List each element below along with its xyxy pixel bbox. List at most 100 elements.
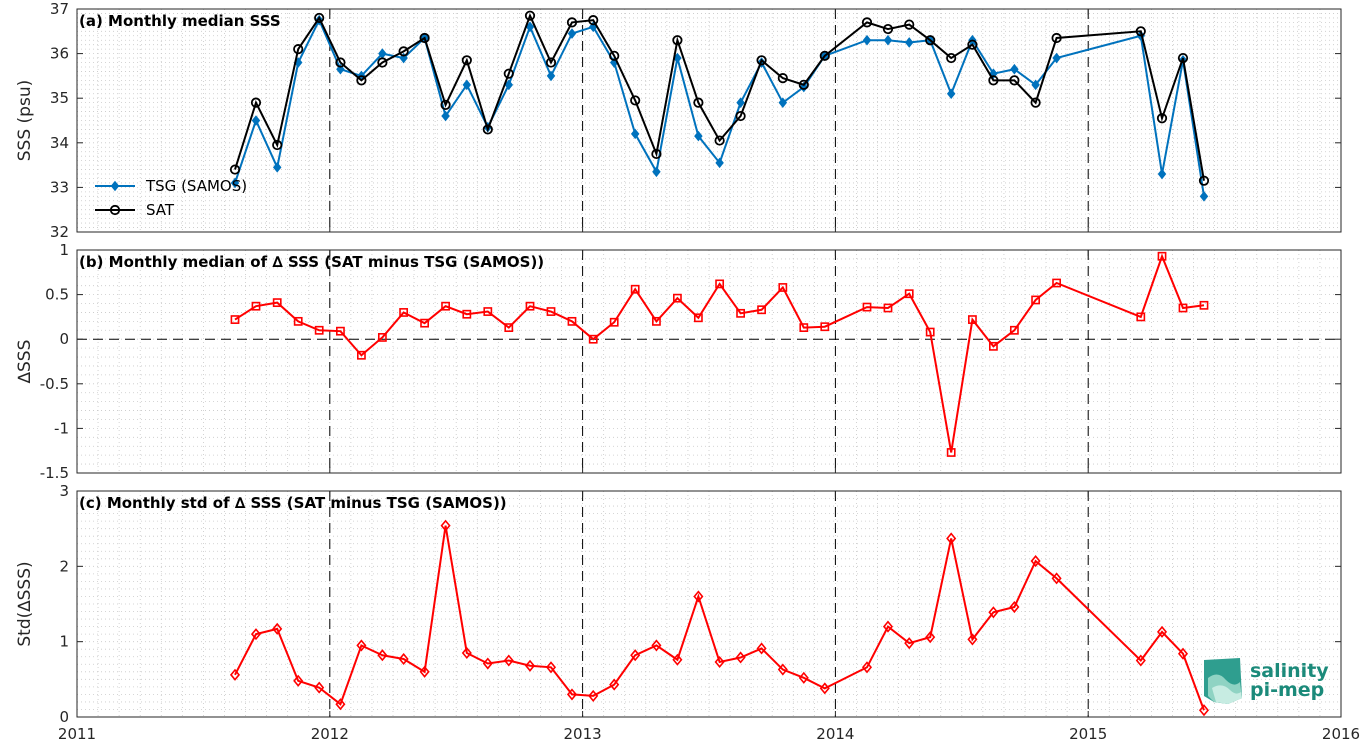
- data-point: [1136, 312, 1146, 322]
- data-point: [693, 590, 704, 603]
- series-line: [234, 17, 1205, 197]
- data-point: [272, 622, 283, 635]
- logo-text-line1: salinity: [1250, 660, 1329, 682]
- logo-text-line2: pi-mep: [1250, 679, 1324, 701]
- data-point: [545, 661, 557, 674]
- data-point: [756, 642, 767, 655]
- data-point: [250, 97, 262, 108]
- data-point: [798, 671, 809, 684]
- legend: TSG (SAMOS) SAT: [95, 177, 247, 219]
- data-point: [230, 177, 240, 189]
- data-point: [461, 646, 472, 660]
- data-point: [799, 323, 809, 333]
- data-point: [735, 110, 746, 122]
- x-tick-label: 2013: [564, 725, 602, 743]
- y-tick-label: 0.5: [45, 286, 69, 304]
- data-point: [988, 341, 998, 351]
- data-point: [946, 52, 957, 64]
- data-point: [693, 313, 703, 323]
- y-tick-label: 33: [50, 178, 69, 196]
- data-point: [482, 657, 493, 670]
- data-point: [693, 97, 704, 108]
- data-point: [525, 21, 535, 33]
- data-point: [988, 606, 999, 619]
- data-point: [925, 631, 936, 644]
- data-point: [1051, 32, 1062, 44]
- data-point: [651, 148, 662, 160]
- data-point: [904, 37, 914, 48]
- data-point: [1177, 52, 1189, 64]
- data-point: [1199, 300, 1209, 310]
- data-point: [566, 688, 578, 701]
- axes-box: [76, 8, 1342, 233]
- y-tick-label: 2: [59, 557, 69, 575]
- data-point: [1198, 704, 1210, 717]
- data-point: [715, 157, 724, 169]
- data-point: [356, 75, 367, 86]
- data-point: [694, 130, 703, 142]
- data-point: [314, 681, 325, 694]
- data-point: [524, 10, 536, 21]
- y-tick-label: 1: [59, 633, 69, 651]
- panel-c: 2011 2012 2013 2014 2015 2016 0 1 2 3 Std(∆SSS) (c)…: [15, 482, 1360, 743]
- data-point: [440, 99, 451, 110]
- data-point: [250, 628, 262, 641]
- data-point: [819, 50, 830, 61]
- data-point: [861, 17, 873, 28]
- y-axis-label: ∆SSS: [15, 340, 35, 385]
- data-point: [1177, 647, 1189, 660]
- y-tick-label: -1.5: [40, 464, 69, 482]
- data-point: [398, 46, 409, 57]
- data-point: [462, 79, 472, 91]
- panel-a: 32 33 34 35 36 37 SSS (psu) (a) Monthly median …: [15, 0, 1342, 241]
- x-tick-label: 2012: [311, 725, 349, 743]
- data-point: [652, 316, 661, 326]
- data-point: [1010, 63, 1019, 75]
- data-point: [715, 279, 725, 289]
- data-point: [736, 308, 745, 318]
- data-point: [482, 124, 493, 135]
- data-point: [314, 12, 325, 24]
- y-tick-label: 36: [50, 45, 69, 63]
- data-point: [335, 698, 346, 711]
- y-tick-label: 35: [50, 89, 69, 107]
- data-point: [967, 633, 978, 646]
- data-point: [588, 689, 599, 702]
- x-tick-label: 2016: [1322, 725, 1360, 743]
- axes-box: [76, 249, 1342, 474]
- data-point: [399, 308, 409, 317]
- data-point: [566, 17, 578, 28]
- data-point: [882, 620, 894, 633]
- data-point: [609, 678, 620, 691]
- data-point: [1198, 175, 1210, 186]
- data-point: [272, 162, 282, 173]
- data-point: [630, 649, 641, 662]
- data-point: [230, 315, 240, 324]
- data-point: [1157, 251, 1167, 261]
- data-point: [229, 668, 241, 681]
- data-point: [988, 75, 999, 86]
- data-point: [483, 307, 493, 316]
- data-point: [967, 39, 978, 50]
- data-point: [588, 15, 599, 26]
- data-point: [524, 659, 536, 672]
- data-point: [861, 661, 873, 674]
- data-point: [1135, 654, 1146, 667]
- panel-title: (b) Monthly median of ∆ SSS (SAT minus T…: [79, 253, 544, 271]
- data-point: [503, 68, 514, 79]
- series-delta-1: [230, 251, 1209, 457]
- data-point: [335, 57, 346, 68]
- data-point: [336, 326, 345, 336]
- data-point: [968, 315, 977, 324]
- data-point: [504, 323, 514, 333]
- data-point: [567, 28, 577, 39]
- data-point: [420, 318, 429, 328]
- data-point: [504, 79, 514, 91]
- data-point: [778, 283, 788, 292]
- data-point: [777, 73, 788, 84]
- data-point: [545, 57, 557, 68]
- panel-title: (a) Monthly median SSS: [79, 12, 281, 30]
- y-tick-label: 3: [59, 482, 69, 500]
- x-tick-label: 2015: [1069, 725, 1107, 743]
